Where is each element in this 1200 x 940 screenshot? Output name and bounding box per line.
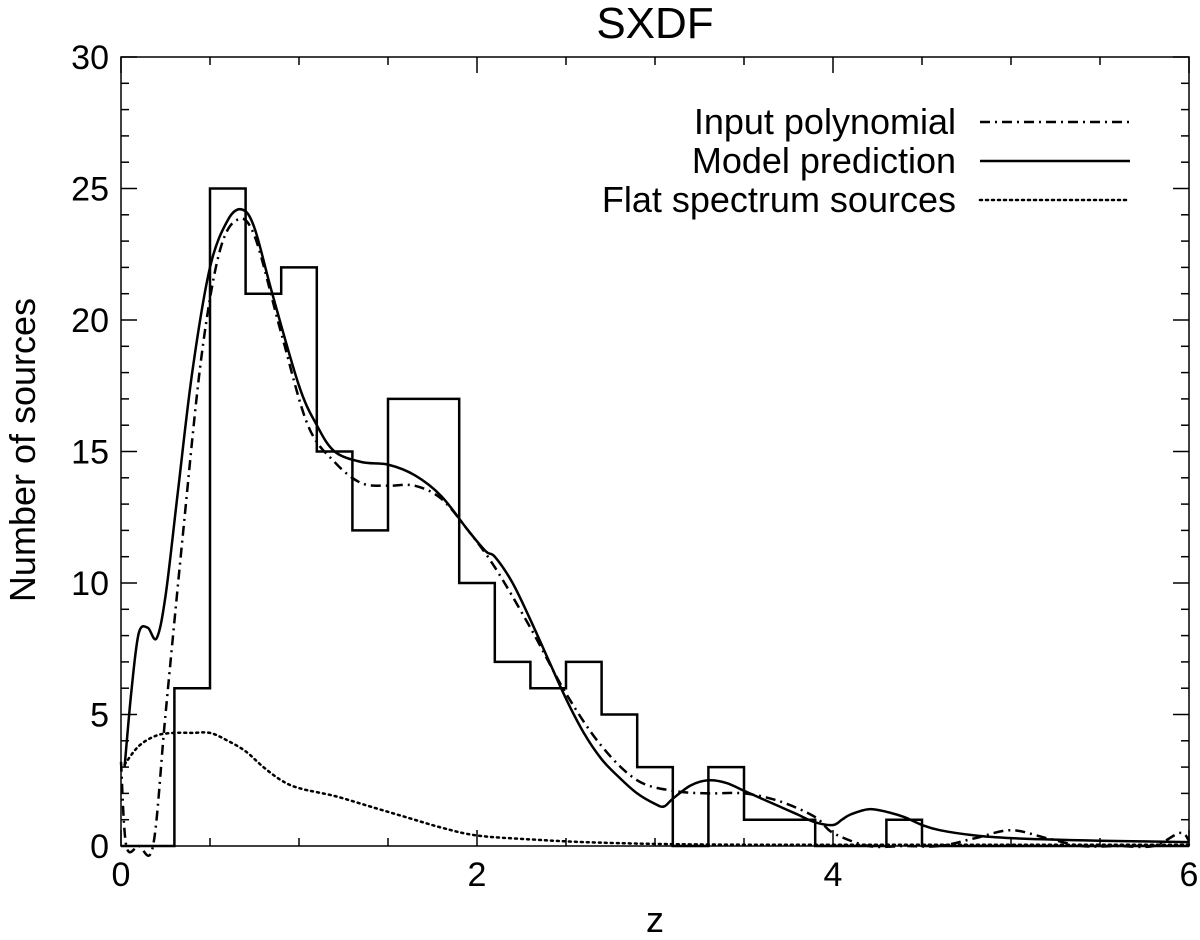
histogram-bin bbox=[530, 688, 566, 846]
x-tick-label: 2 bbox=[468, 856, 487, 894]
histogram-bin bbox=[281, 267, 317, 846]
histogram-bin bbox=[388, 399, 459, 846]
histogram-bin bbox=[744, 820, 815, 846]
x-tick-label: 6 bbox=[1180, 856, 1199, 894]
histogram-bin bbox=[459, 583, 495, 846]
legend-label-flat-spectrum-sources: Flat spectrum sources bbox=[602, 179, 956, 220]
y-tick-label: 15 bbox=[71, 434, 109, 472]
legend-label-model-prediction: Model prediction bbox=[692, 140, 956, 181]
histogram-steps bbox=[121, 187, 1189, 848]
plot-frame bbox=[120, 56, 1190, 847]
histogram-bin bbox=[637, 767, 673, 846]
y-tick-label: 5 bbox=[90, 697, 109, 735]
histogram-bin bbox=[602, 715, 638, 847]
x-axis-title: z bbox=[646, 899, 664, 940]
axis-ticks: 0 2 4 6 0 5 10 15 20 25 30 bbox=[71, 39, 1198, 894]
plot-area bbox=[119, 187, 1191, 857]
y-tick-label: 0 bbox=[90, 828, 109, 866]
series-line-flat-spectrum-sources bbox=[123, 731, 1191, 846]
series-line-model-prediction bbox=[123, 207, 1190, 844]
histogram-bin bbox=[246, 294, 282, 846]
histogram-bin bbox=[174, 688, 210, 846]
legend-label-input-polynomial: Input polynomial bbox=[694, 101, 956, 142]
y-tick-label: 30 bbox=[71, 39, 109, 77]
histogram-bin bbox=[352, 530, 388, 846]
x-tick-label: 4 bbox=[824, 856, 843, 894]
x-tick-label: 0 bbox=[112, 856, 131, 894]
chart-title: SXDF bbox=[596, 0, 713, 48]
y-tick-label: 10 bbox=[71, 565, 109, 603]
y-tick-label: 25 bbox=[71, 171, 109, 209]
y-tick-label: 20 bbox=[71, 302, 109, 340]
y-axis-title: Number of sources bbox=[2, 298, 43, 602]
series-line-input-polynomial bbox=[119, 217, 1190, 857]
histogram-bin bbox=[317, 452, 353, 847]
histogram-bin bbox=[495, 662, 531, 846]
histogram-bin bbox=[708, 767, 744, 846]
